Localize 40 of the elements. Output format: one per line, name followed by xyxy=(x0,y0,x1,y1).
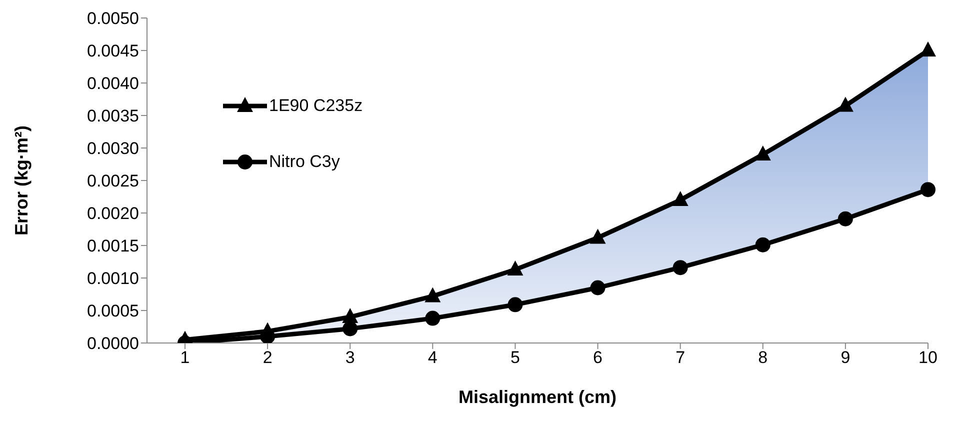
y-tick-label: 0.0015 xyxy=(87,236,139,256)
point xyxy=(672,191,688,206)
x-tick-label: 1 xyxy=(180,348,190,368)
y-tick-label: 0.0005 xyxy=(87,302,139,321)
point xyxy=(342,321,358,336)
y-tick-label: 0.0035 xyxy=(87,106,139,126)
legend-label: Nitro C3y xyxy=(269,152,340,172)
y-tick-label: 0.0050 xyxy=(87,9,139,28)
point xyxy=(424,287,441,302)
x-tick-label: 3 xyxy=(345,348,355,368)
y-tick-label: 0.0040 xyxy=(87,74,139,94)
legend-label: 1E90 C235z xyxy=(269,96,363,116)
point xyxy=(672,260,688,276)
y-tick-label: 0.0010 xyxy=(87,269,139,288)
y-tick-label: 0.0000 xyxy=(87,334,139,354)
x-tick-label: 5 xyxy=(510,348,520,368)
point xyxy=(507,260,524,276)
x-tick-label: 10 xyxy=(918,348,938,368)
x-tick-label: 9 xyxy=(840,348,850,368)
point xyxy=(754,146,771,160)
x-tick-label: 4 xyxy=(428,348,438,368)
y-tick-label: 0.0025 xyxy=(87,172,139,191)
point xyxy=(425,310,440,326)
point xyxy=(838,211,853,226)
x-tick-label: 6 xyxy=(593,348,603,368)
y-tick-label: 0.0045 xyxy=(87,42,139,61)
point xyxy=(837,96,854,112)
y-tick-label: 0.0030 xyxy=(87,139,139,158)
point xyxy=(508,297,523,312)
point xyxy=(342,308,358,323)
x-axis-title: Misalignment (cm) xyxy=(458,387,617,407)
point xyxy=(590,280,606,296)
point xyxy=(920,182,936,198)
x-tick-label: 2 xyxy=(262,348,272,368)
y-axis-title: Error (kg·m²) xyxy=(11,125,32,236)
point xyxy=(755,237,770,252)
x-tick-label: 7 xyxy=(676,348,686,368)
x-tick-label: 8 xyxy=(758,348,768,368)
y-tick-label: 0.0020 xyxy=(87,204,139,224)
point xyxy=(590,228,606,244)
